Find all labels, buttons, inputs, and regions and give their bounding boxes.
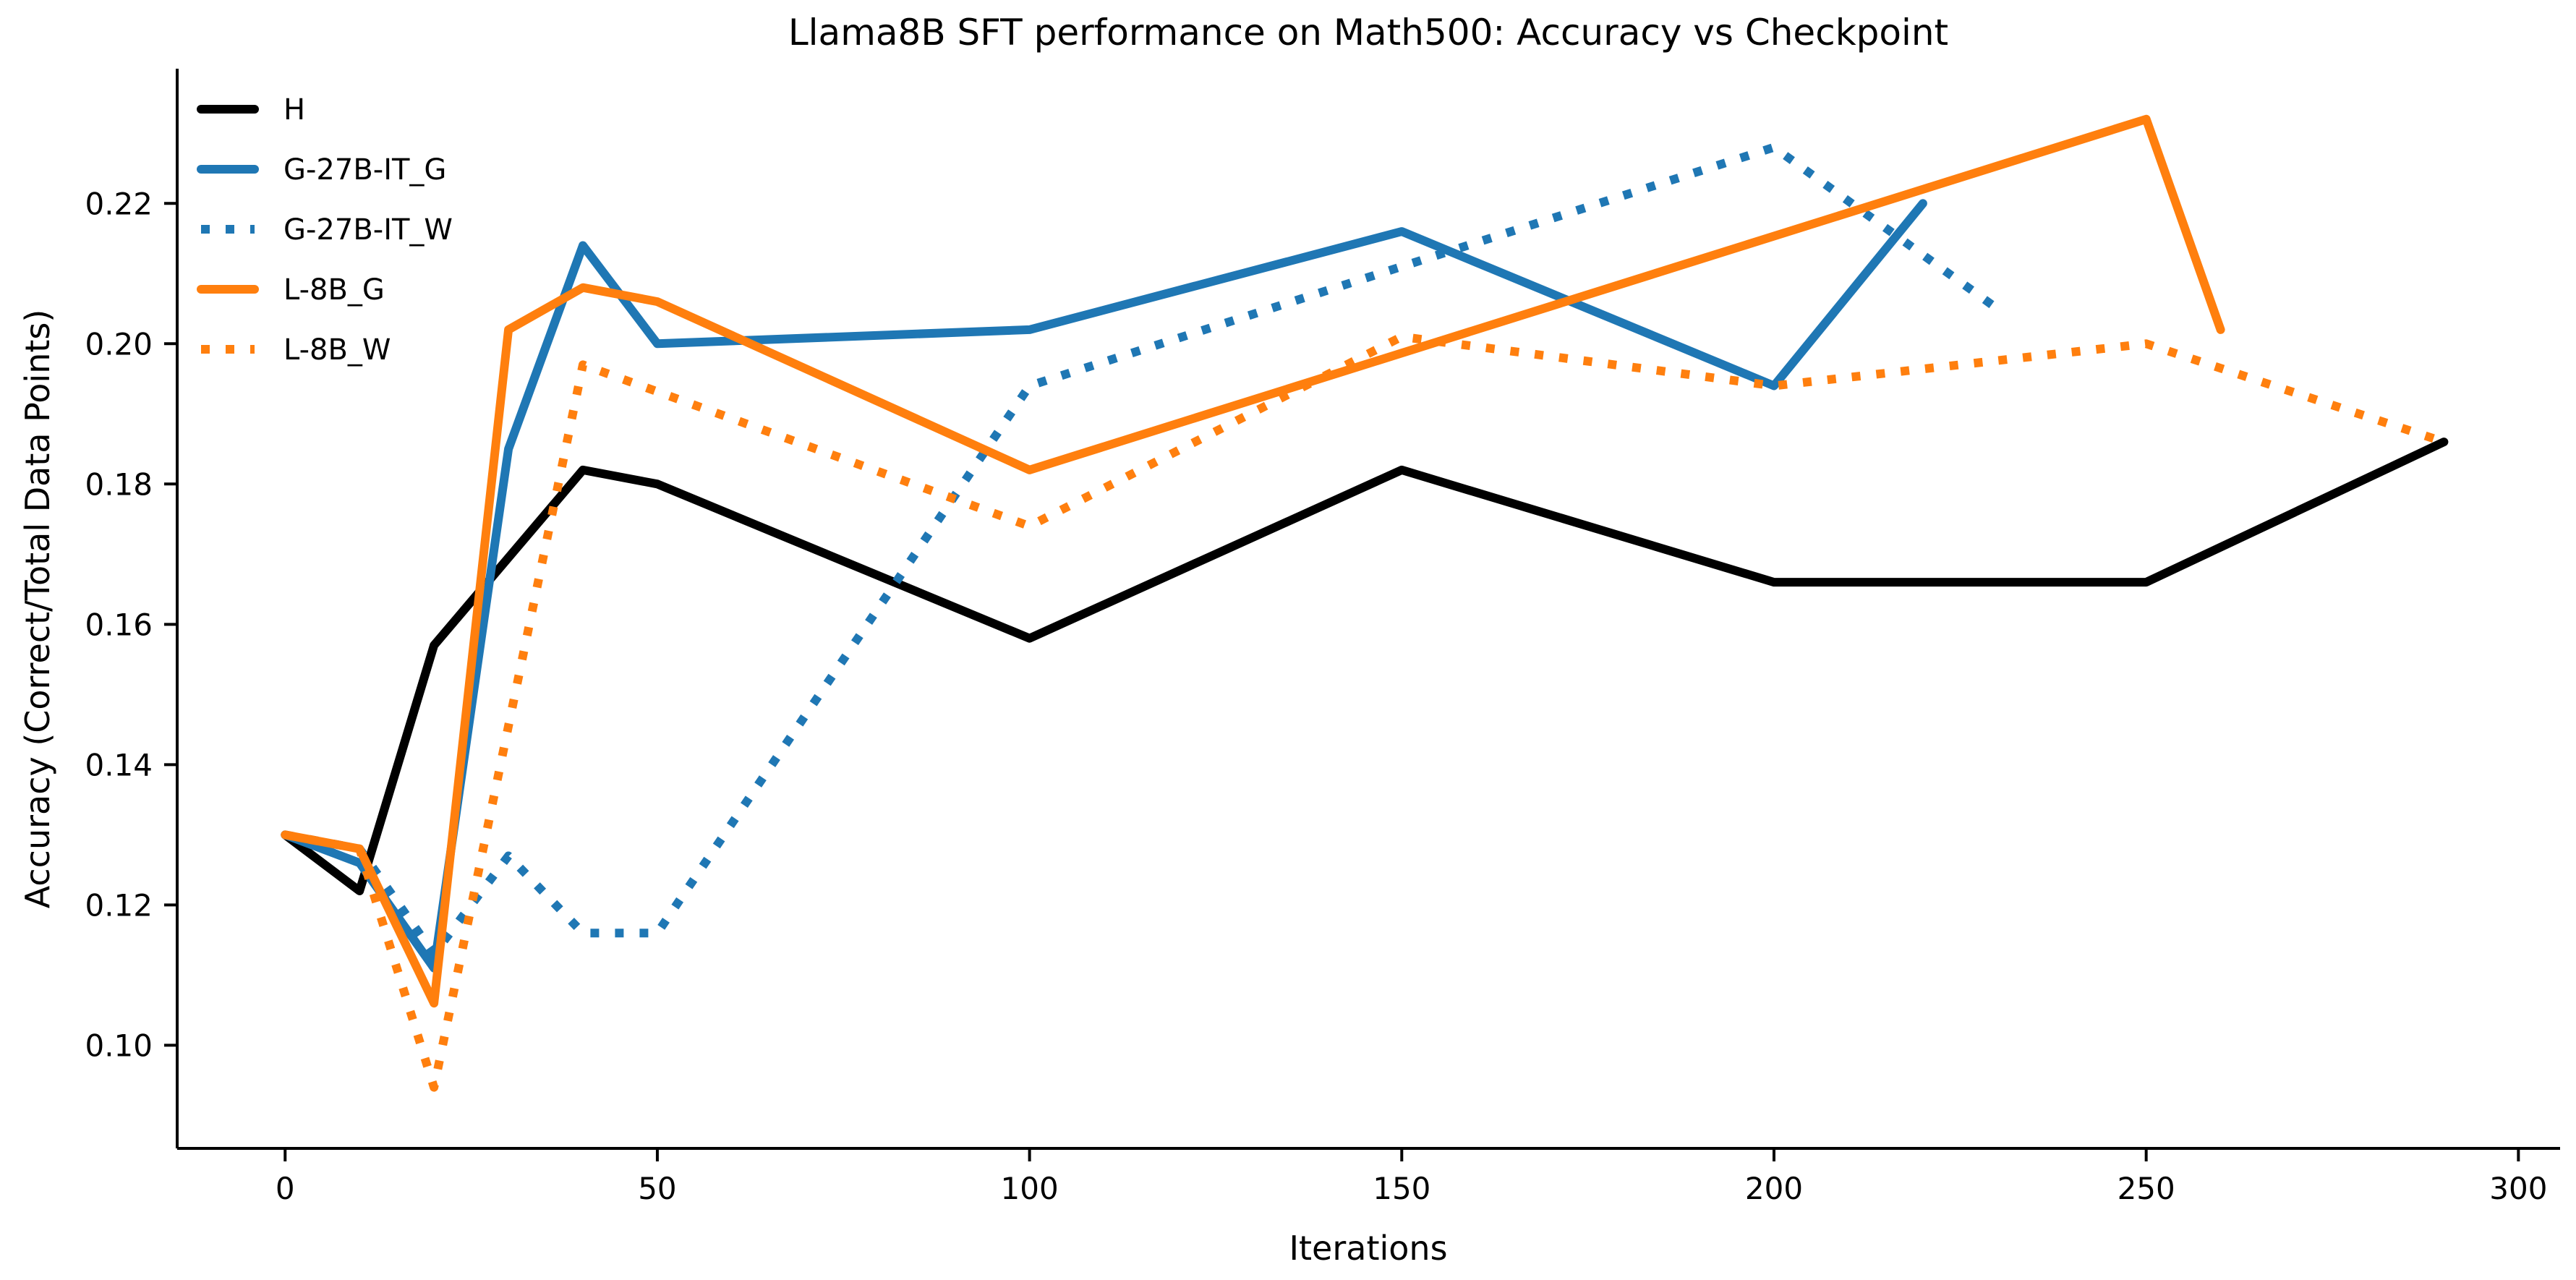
x-tick-label: 0 (276, 1171, 295, 1206)
legend-label: G-27B-IT_W (283, 213, 453, 247)
x-tick-label: 200 (1745, 1171, 1803, 1206)
legend-item-L-8B_W: L-8B_W (201, 333, 391, 367)
legend-item-G-27B-IT_G: G-27B-IT_G (197, 153, 446, 187)
x-tick-label: 300 (2489, 1171, 2547, 1206)
chart-title: Llama8B SFT performance on Math500: Accu… (788, 12, 1948, 54)
x-axis-ticks: 0 50 100 150 200 250 300 (276, 1148, 2547, 1206)
legend-label: G-27B-IT_G (283, 153, 446, 187)
y-tick-label: 0.22 (85, 186, 153, 221)
data-series-lines (281, 114, 2449, 1092)
y-tick-label: 0.12 (85, 887, 153, 923)
y-axis-ticks: 0.10 0.12 0.14 0.16 0.18 0.20 0.22 (85, 186, 177, 1063)
legend: H G-27B-IT_G G-27B-IT_W L-8B_G L-8B_W (197, 93, 453, 367)
legend-label: H (283, 93, 305, 127)
y-tick-label: 0.18 (85, 466, 153, 502)
legend-label: L-8B_G (283, 273, 385, 307)
legend-label: L-8B_W (283, 333, 391, 367)
y-tick-label: 0.14 (85, 747, 153, 782)
x-tick-label: 150 (1373, 1171, 1430, 1206)
series-line-G-27B-IT_W (284, 142, 2000, 959)
series-line-L-8B_W (284, 332, 2446, 1092)
y-axis-label: Accuracy (Correct/Total Data Points) (18, 310, 57, 909)
y-tick-label: 0.20 (85, 326, 153, 362)
axes-spines (176, 69, 2560, 1150)
y-tick-label: 0.10 (85, 1028, 153, 1063)
series-line-L-8B_G (281, 114, 2225, 1008)
legend-item-H: H (197, 93, 305, 127)
x-tick-label: 100 (1001, 1171, 1059, 1206)
x-tick-label: 50 (638, 1171, 676, 1206)
x-tick-label: 250 (2117, 1171, 2175, 1206)
series-line-H (281, 438, 2449, 895)
x-axis-label: Iterations (1289, 1229, 1447, 1268)
y-tick-label: 0.16 (85, 607, 153, 642)
legend-item-L-8B_G: L-8B_G (197, 273, 385, 307)
legend-item-G-27B-IT_W: G-27B-IT_W (201, 213, 453, 247)
